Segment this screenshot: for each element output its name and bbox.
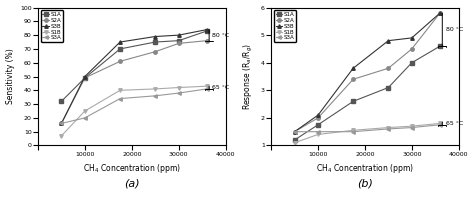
S3A <box>292 131 297 133</box>
Text: 80 °C: 80 °C <box>212 33 230 38</box>
S1B <box>409 125 415 127</box>
Line: S3A: S3A <box>293 123 442 133</box>
S1B <box>350 129 356 132</box>
S3A <box>152 95 158 97</box>
Line: S2A: S2A <box>293 11 442 133</box>
S3B <box>350 67 356 69</box>
S2A <box>292 131 297 133</box>
Line: S3A: S3A <box>60 87 209 125</box>
Line: S3B: S3B <box>60 28 209 125</box>
S2A <box>437 12 443 14</box>
S1B <box>82 110 88 112</box>
S3B <box>385 39 391 42</box>
S3B <box>437 12 443 14</box>
S2A <box>409 48 415 50</box>
Legend: S1A, S2A, S3B, S1B, S3A: S1A, S2A, S3B, S1B, S3A <box>41 10 63 42</box>
S1B <box>152 88 158 90</box>
S3A <box>437 124 443 126</box>
S2A <box>152 51 158 53</box>
S3A <box>385 128 391 130</box>
S2A <box>82 77 88 79</box>
S2A <box>385 67 391 69</box>
Line: S2A: S2A <box>60 39 209 125</box>
Line: S1A: S1A <box>293 44 442 142</box>
S3B <box>82 75 88 78</box>
S3A <box>204 88 210 90</box>
X-axis label: CH$_4$ Concentration (ppm): CH$_4$ Concentration (ppm) <box>83 162 181 175</box>
Line: S1B: S1B <box>60 84 209 138</box>
S2A <box>350 78 356 80</box>
S3A <box>350 131 356 133</box>
S3A <box>176 92 182 94</box>
S3B <box>152 35 158 38</box>
Line: S3B: S3B <box>293 11 442 133</box>
S2A <box>117 60 123 62</box>
S1A <box>176 39 182 42</box>
S1A <box>204 30 210 32</box>
S1A <box>385 86 391 89</box>
S3B <box>59 122 64 125</box>
S3A <box>315 131 321 133</box>
S2A <box>315 117 321 119</box>
S1A <box>409 61 415 64</box>
S1B <box>59 135 64 137</box>
Legend: S1A, S2A, S3B, S1B, S3A: S1A, S2A, S3B, S1B, S3A <box>274 10 296 42</box>
S1B <box>315 133 321 136</box>
S2A <box>204 39 210 42</box>
Line: S1B: S1B <box>293 122 442 144</box>
S1B <box>117 89 123 92</box>
Text: 65 °C: 65 °C <box>212 85 230 90</box>
S3B <box>315 114 321 116</box>
S1A <box>82 77 88 79</box>
S2A <box>59 122 64 125</box>
S1A <box>437 45 443 47</box>
Text: (a): (a) <box>124 179 139 189</box>
S1B <box>385 126 391 129</box>
S3A <box>409 126 415 129</box>
S1A <box>152 41 158 43</box>
Y-axis label: Sensitivity (%): Sensitivity (%) <box>6 49 15 104</box>
S3A <box>117 97 123 100</box>
S3B <box>204 28 210 31</box>
S1B <box>292 141 297 144</box>
S1B <box>204 85 210 87</box>
S1A <box>350 100 356 102</box>
Text: 65 °C: 65 °C <box>446 121 463 126</box>
Text: 80 °C: 80 °C <box>446 27 463 32</box>
S1A <box>117 48 123 50</box>
S1A <box>292 139 297 141</box>
X-axis label: CH$_4$ Concentration (ppm): CH$_4$ Concentration (ppm) <box>316 162 414 175</box>
S3B <box>292 131 297 133</box>
S1B <box>437 122 443 125</box>
S3A <box>82 117 88 119</box>
Y-axis label: Response (R$_a$/R$_g$): Response (R$_a$/R$_g$) <box>242 43 255 110</box>
S1A <box>59 100 64 102</box>
S1A <box>315 124 321 126</box>
S3B <box>176 34 182 36</box>
Text: (b): (b) <box>357 179 373 189</box>
S3B <box>117 41 123 43</box>
S3B <box>409 37 415 39</box>
S1B <box>176 86 182 89</box>
S3A <box>59 122 64 125</box>
S2A <box>176 42 182 45</box>
Line: S1A: S1A <box>60 29 209 103</box>
